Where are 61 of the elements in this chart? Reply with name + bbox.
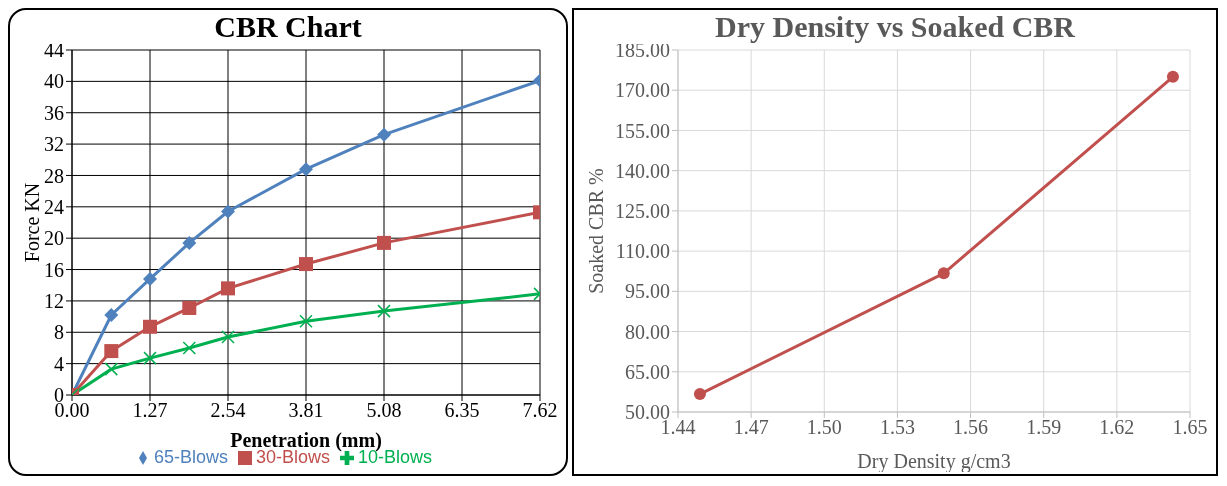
point — [143, 271, 157, 286]
point — [221, 204, 235, 219]
x-tick-label: 2.54 — [210, 399, 246, 422]
legend-label: 30-Blows — [255, 447, 331, 467]
point — [937, 267, 950, 280]
chart-title: Dry Density vs Soaked CBR — [714, 10, 1076, 43]
x-tick-label: 6.35 — [444, 399, 480, 422]
y-tick-label: 36 — [44, 101, 64, 124]
y-tick-label: 40 — [44, 70, 64, 93]
y-tick-label: 44 — [44, 39, 64, 62]
x-tick-label: 1.62 — [1099, 416, 1135, 439]
y-tick-label: 110.00 — [615, 240, 670, 263]
x-tick-label: 1.65 — [1172, 416, 1208, 439]
x-tick-label: 1.53 — [879, 416, 915, 439]
y-tick-label: 155.00 — [615, 119, 670, 142]
y-tick-label: 185.00 — [615, 39, 670, 62]
point — [693, 388, 706, 401]
y-tick-label: 4 — [54, 352, 64, 375]
point — [221, 281, 235, 296]
point — [1166, 70, 1179, 83]
x-tick-label: 1.47 — [733, 416, 769, 439]
point — [221, 330, 235, 344]
y-tick-label: 170.00 — [615, 79, 670, 102]
x-tick-label: 5.08 — [366, 399, 402, 422]
legend-label: 65-Blows — [153, 447, 228, 467]
point — [104, 362, 119, 376]
point — [182, 341, 197, 355]
x-tick-label: 1.27 — [132, 399, 168, 422]
point — [377, 304, 391, 318]
y-tick-label: 65.00 — [625, 360, 670, 383]
x-tick-label: 1.50 — [806, 416, 842, 439]
y-tick-label: 140.00 — [615, 159, 670, 182]
x-tick-label: 1.56 — [953, 416, 989, 439]
y-tick-label: 28 — [44, 164, 64, 187]
chart-title: CBR Chart — [214, 10, 362, 43]
y-tick-label: 32 — [44, 133, 64, 156]
y-tick-label: 24 — [44, 195, 64, 218]
point — [104, 344, 119, 359]
point — [182, 235, 197, 250]
y-tick-label: 125.00 — [615, 199, 670, 222]
y-tick-label: 16 — [44, 258, 64, 281]
y-axis-title: Soaked CBR % — [585, 168, 608, 294]
x-axis-title: Dry Density g/cm3 — [857, 450, 1011, 473]
point — [299, 314, 313, 329]
point — [143, 351, 157, 365]
y-tick-label: 20 — [44, 227, 64, 250]
point — [377, 235, 391, 250]
point — [104, 308, 119, 323]
y-tick-label: 95.00 — [625, 280, 670, 303]
point — [143, 319, 157, 334]
x-tick-label: 3.81 — [288, 399, 324, 422]
point — [182, 300, 197, 315]
x-tick-label: 1.59 — [1026, 416, 1062, 439]
x-tick-label: 7.62 — [522, 399, 558, 422]
point — [299, 257, 313, 272]
y-tick-label: 12 — [44, 290, 64, 313]
y-tick-label: 80.00 — [625, 320, 670, 343]
y-axis-title: Force KN — [21, 182, 44, 263]
point — [299, 162, 313, 177]
y-tick-label: 8 — [54, 321, 64, 344]
point — [377, 127, 391, 142]
